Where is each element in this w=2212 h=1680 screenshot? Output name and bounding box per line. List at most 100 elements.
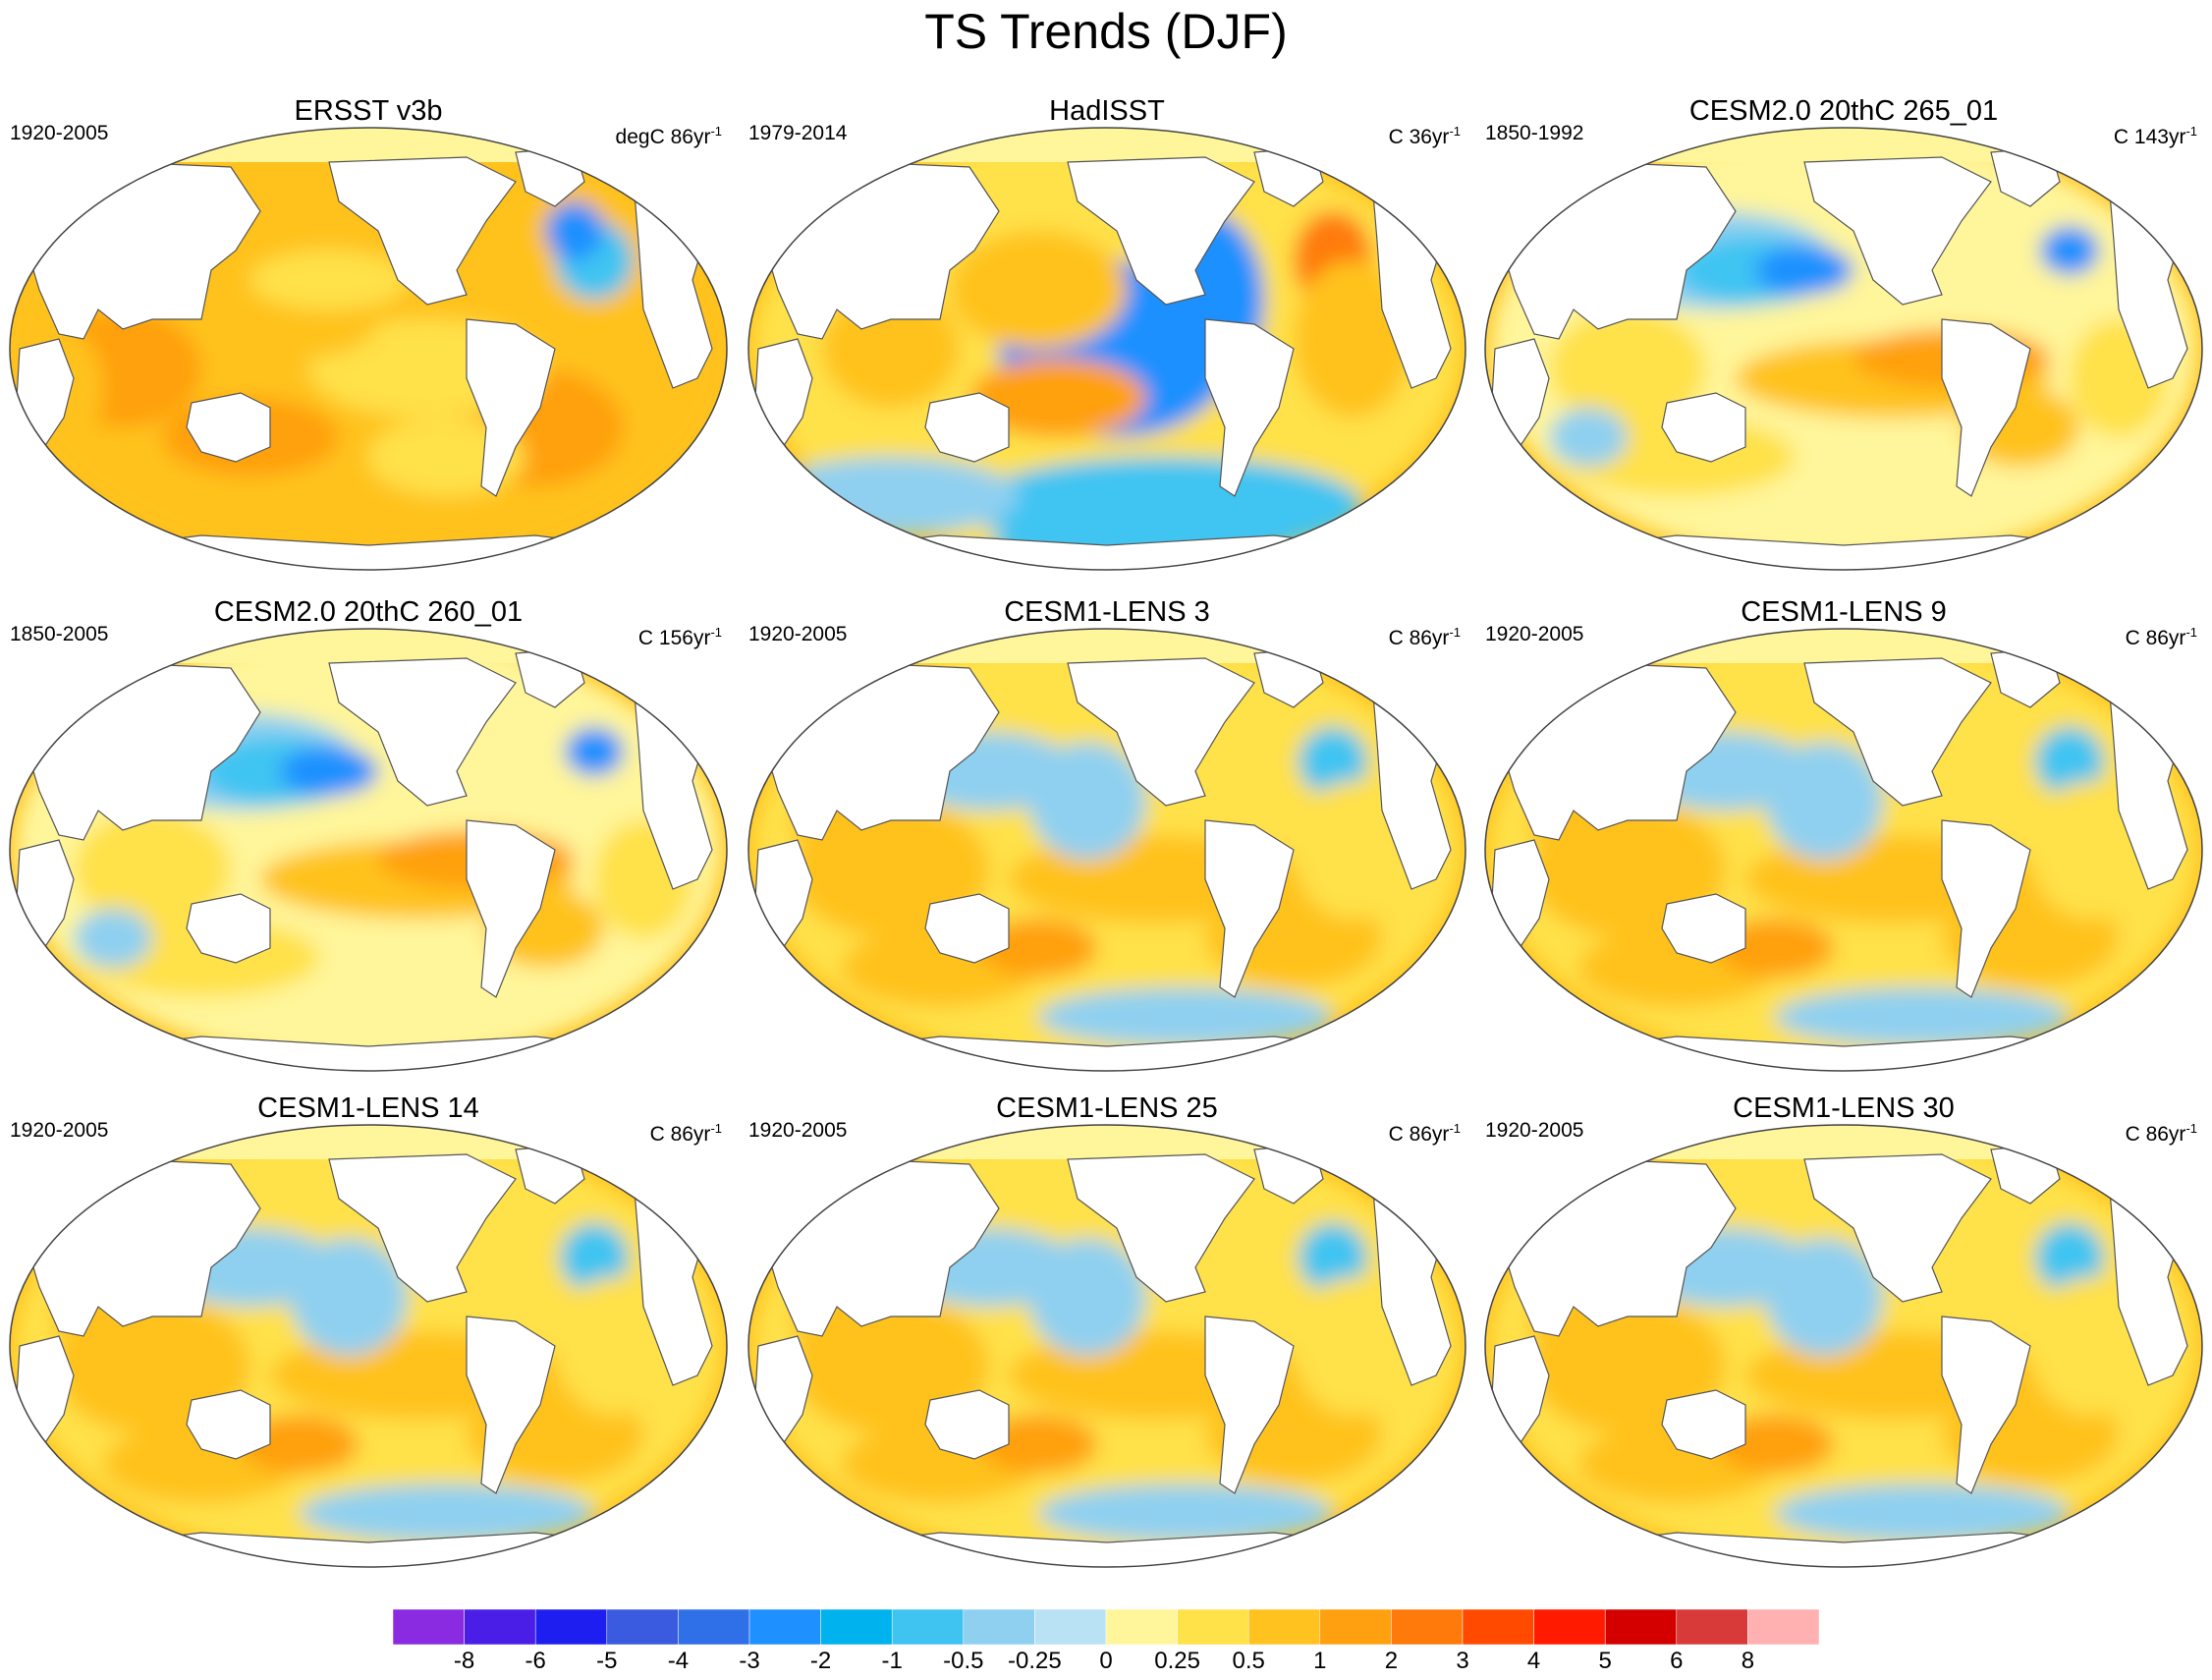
trend-region xyxy=(1299,727,1367,796)
units-text: C 86yr xyxy=(1388,627,1450,649)
colorbar-tick-label: -8 xyxy=(453,1648,475,1674)
panel-period: 1920-2005 xyxy=(10,1119,109,1142)
landmass xyxy=(1661,1389,1746,1460)
trend-region xyxy=(290,1238,408,1356)
map-plot xyxy=(1484,628,2203,1072)
map-panel: CESM1-LENS 30 1920-2005 C 86yr-1 xyxy=(1475,1091,2212,1582)
colorbar-tick-label: 0.25 xyxy=(1154,1648,1200,1674)
landmass xyxy=(1803,657,1992,807)
landmass xyxy=(1661,893,1746,964)
map-border xyxy=(9,127,728,571)
panel-title: ERSST v3b xyxy=(294,95,443,127)
trend-region xyxy=(763,457,1019,535)
landmass xyxy=(1803,1153,1992,1303)
colorbar-tick-label: -5 xyxy=(596,1648,618,1674)
map-panel: HadISST 1979-2014 C 36yr-1 xyxy=(739,93,1475,585)
trend-field xyxy=(1485,128,2202,570)
trend-region xyxy=(2035,1223,2104,1292)
colorbar-tick-label: -0.5 xyxy=(943,1648,984,1674)
panel-units: C 156yr-1 xyxy=(638,620,722,651)
trend-region xyxy=(1755,246,1853,295)
figure-title: TS Trends (DJF) xyxy=(924,4,1288,59)
landmass xyxy=(466,1316,556,1494)
panel-units: C 36yr-1 xyxy=(1389,119,1461,150)
map-plot xyxy=(9,1124,728,1568)
units-exponent: -1 xyxy=(2185,625,2197,640)
units-text: degC 86yr xyxy=(615,126,711,148)
trend-region xyxy=(1549,408,1628,467)
colorbar-tick-label: -3 xyxy=(739,1648,760,1674)
units-exponent: -1 xyxy=(710,124,722,139)
colorbar-tick-label: 1 xyxy=(1313,1648,1327,1674)
colorbar-swatch xyxy=(963,1609,1035,1646)
landmass xyxy=(1204,819,1295,998)
units-text: C 86yr xyxy=(2125,627,2186,649)
map-plot xyxy=(1484,127,2203,571)
map-plot xyxy=(9,628,728,1072)
colorbar-tick-label: 4 xyxy=(1526,1648,1541,1674)
trend-field xyxy=(10,1125,727,1567)
trend-region xyxy=(1038,1484,1333,1542)
colorbar-tick-label: -6 xyxy=(525,1648,546,1674)
colorbar-tick-label: -4 xyxy=(667,1648,690,1674)
units-exponent: -1 xyxy=(1449,1121,1461,1136)
trend-region xyxy=(1765,1238,1883,1356)
map-border xyxy=(1484,127,2203,571)
colorbar-swatch xyxy=(1319,1609,1392,1646)
map-border xyxy=(747,1124,1466,1568)
panel-units: C 86yr-1 xyxy=(1389,1116,1461,1148)
landmass xyxy=(1941,819,2031,998)
colorbar-tick-label: 5 xyxy=(1598,1648,1612,1674)
landmass xyxy=(466,819,556,998)
map-plot xyxy=(747,1124,1466,1568)
colorbar-tick-label: -1 xyxy=(881,1648,903,1674)
colorbar-swatch xyxy=(1462,1609,1534,1646)
colorbar-swatch xyxy=(1034,1609,1107,1646)
panel-title: CESM2.0 20thC 265_01 xyxy=(1688,95,1999,127)
panel-title: CESM1-LENS 9 xyxy=(1741,596,1947,628)
trend-region xyxy=(565,727,624,776)
colorbar-swatch xyxy=(464,1609,536,1646)
panel-units: degC 86yr-1 xyxy=(616,119,722,150)
trend-field xyxy=(10,128,727,570)
map-border xyxy=(1484,1124,2203,1568)
panel-title: CESM2.0 20thC 260_01 xyxy=(213,596,524,628)
colorbar-swatch xyxy=(1105,1609,1178,1646)
map-border xyxy=(1484,628,2203,1072)
units-exponent: -1 xyxy=(1449,625,1461,640)
units-exponent: -1 xyxy=(710,625,722,640)
trend-region xyxy=(2040,226,2099,275)
panel-period: 1920-2005 xyxy=(1485,1119,1584,1142)
trend-region xyxy=(1765,742,1883,860)
units-text: C 86yr xyxy=(1388,1123,1450,1146)
map-plot xyxy=(1484,1124,2203,1568)
panel-title: CESM1-LENS 14 xyxy=(257,1092,479,1124)
map-panel: CESM1-LENS 14 1920-2005 C 86yr-1 xyxy=(0,1091,737,1582)
units-exponent: -1 xyxy=(2185,124,2197,139)
map-panel: CESM1-LENS 3 1920-2005 C 86yr-1 xyxy=(739,594,1475,1086)
colorbar-swatch xyxy=(1533,1609,1606,1646)
trend-region xyxy=(1294,1277,1411,1415)
trend-region xyxy=(1294,781,1411,919)
units-exponent: -1 xyxy=(2185,1121,2197,1136)
units-text: C 86yr xyxy=(649,1123,711,1146)
colorbar-swatch xyxy=(820,1609,893,1646)
trend-field xyxy=(748,629,1465,1071)
trend-region xyxy=(2030,1277,2148,1415)
colorbar xyxy=(393,1609,1819,1646)
units-text: C 86yr xyxy=(2125,1123,2186,1146)
map-panel: CESM1-LENS 9 1920-2005 C 86yr-1 xyxy=(1475,594,2212,1086)
landmass xyxy=(1067,657,1255,807)
trend-field xyxy=(1485,629,2202,1071)
trend-region xyxy=(74,909,152,968)
colorbar-tick-label: 8 xyxy=(1741,1648,1755,1674)
landmass xyxy=(924,1389,1010,1460)
panel-period: 1850-1992 xyxy=(1485,122,1584,144)
map-panel: ERSST v3b 1920-2005 degC 86yr-1 xyxy=(0,93,737,585)
trend-region xyxy=(560,1223,629,1292)
trend-region xyxy=(74,811,231,928)
colorbar-tick-label: 6 xyxy=(1670,1648,1684,1674)
trend-region xyxy=(2035,727,2104,796)
landmass xyxy=(924,893,1010,964)
landmass xyxy=(1941,1316,2031,1494)
